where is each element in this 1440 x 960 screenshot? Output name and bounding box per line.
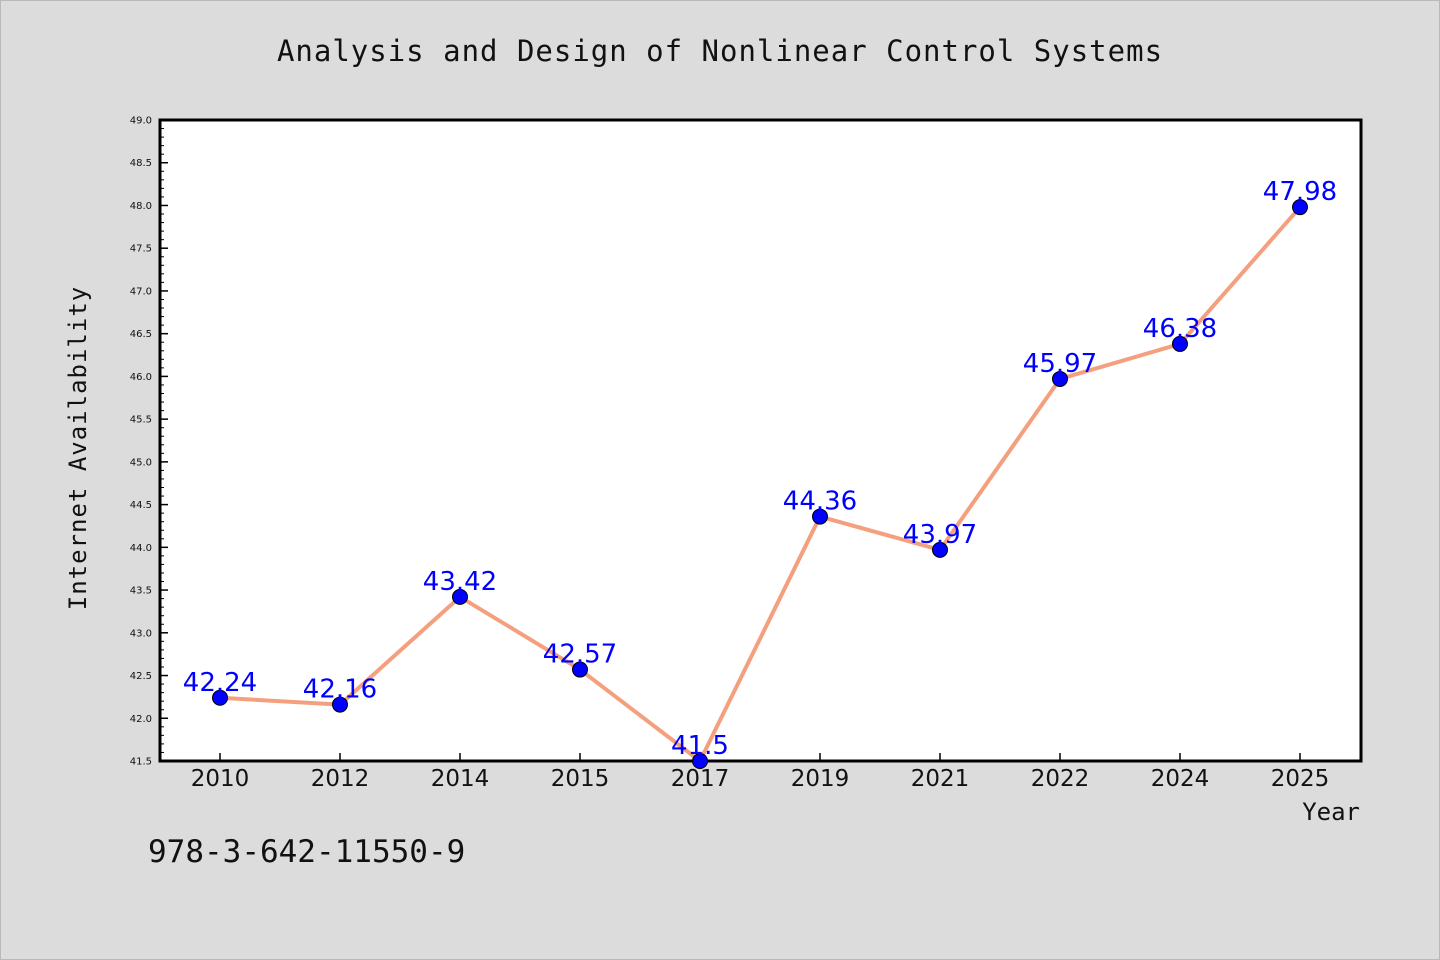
y-tick-label: 49.0 xyxy=(130,116,152,127)
x-tick-label: 2025 xyxy=(1271,766,1330,792)
y-axis: 41.5 42.0 42.5 43.0 43.5 44.0 44.5 45.0 45.5 46.0… xyxy=(130,116,168,768)
y-tick-label: 46.5 xyxy=(130,329,152,340)
data-point xyxy=(1172,335,1188,352)
x-tick-label: 2017 xyxy=(671,766,730,792)
plot-area xyxy=(158,118,1363,763)
chart-title: Analysis and Design of Nonlinear Control… xyxy=(276,34,1164,68)
x-tick-label: 2015 xyxy=(551,766,610,792)
y-tick-label: 48.0 xyxy=(130,201,152,212)
x-tick-label: 2012 xyxy=(311,766,370,792)
series-markers xyxy=(212,199,1308,769)
data-label: 41.5 xyxy=(671,731,729,761)
x-axis: 2010 2012 2014 2015 2017 2019 2021 2022 2024 2025 xyxy=(191,753,1330,792)
data-label: 44.36 xyxy=(783,487,857,517)
y-axis-label: Internet Availability xyxy=(64,286,92,610)
y-tick-label: 42.0 xyxy=(130,714,152,725)
x-tick-label: 2014 xyxy=(431,766,490,792)
y-tick-label: 43.0 xyxy=(130,628,152,639)
y-tick-label: 48.5 xyxy=(130,158,152,169)
x-tick-label: 2021 xyxy=(911,766,970,792)
data-point xyxy=(332,696,348,713)
data-point xyxy=(572,661,588,678)
data-label: 42.24 xyxy=(183,668,257,698)
data-label: 42.16 xyxy=(303,675,377,705)
y-tick-label: 42.5 xyxy=(130,671,152,682)
y-tick-label: 47.5 xyxy=(130,244,152,255)
data-point xyxy=(932,541,948,558)
x-axis-label: Year xyxy=(1302,798,1360,826)
data-label: 46.38 xyxy=(1143,314,1217,344)
series-line xyxy=(219,205,1302,763)
x-tick-label: 2022 xyxy=(1031,766,1090,792)
y-tick-label: 45.5 xyxy=(130,415,152,426)
data-point xyxy=(692,753,708,769)
y-tick-label: 46.0 xyxy=(130,372,152,383)
data-label: 42.57 xyxy=(543,640,617,670)
data-label: 43.42 xyxy=(423,567,497,597)
data-label: 47.98 xyxy=(1263,177,1337,207)
data-point xyxy=(1052,370,1068,387)
data-point xyxy=(452,588,468,605)
y-tick-label: 47.0 xyxy=(130,286,152,297)
y-tick-label: 44.5 xyxy=(130,500,152,511)
data-label: 45.97 xyxy=(1023,349,1097,379)
data-point xyxy=(1292,199,1308,216)
data-labels: 42.24 42.16 43.42 42.57 41.5 44.36 43.97 45.97 4… xyxy=(183,177,1337,761)
y-tick-label: 43.5 xyxy=(130,586,152,597)
x-tick-label: 2019 xyxy=(791,766,850,792)
data-point xyxy=(212,689,228,706)
x-tick-label: 2024 xyxy=(1151,766,1210,792)
isbn-text: 978-3-642-11550-9 xyxy=(148,834,466,870)
y-tick-label: 44.0 xyxy=(130,543,152,554)
data-point xyxy=(812,508,828,525)
x-tick-label: 2010 xyxy=(191,766,250,792)
y-tick-label: 41.5 xyxy=(130,757,152,768)
data-label: 43.97 xyxy=(903,520,977,550)
y-tick-label: 45.0 xyxy=(130,457,152,468)
